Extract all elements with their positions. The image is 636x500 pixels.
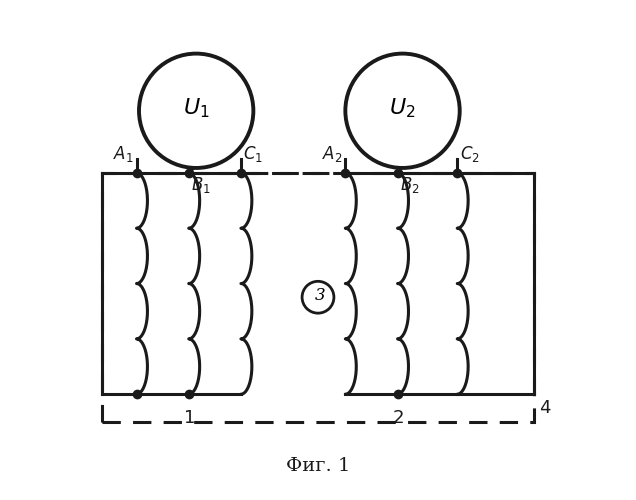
Text: $C_1$: $C_1$ xyxy=(244,144,263,164)
Bar xyxy=(102,173,534,422)
Text: $2$: $2$ xyxy=(392,409,403,427)
Circle shape xyxy=(302,282,334,313)
Circle shape xyxy=(345,54,460,168)
Text: $B_2$: $B_2$ xyxy=(400,176,420,196)
Text: $U_2$: $U_2$ xyxy=(389,96,416,120)
Text: $A_1$: $A_1$ xyxy=(113,144,134,164)
Text: $U_1$: $U_1$ xyxy=(183,96,209,120)
Text: 3: 3 xyxy=(315,287,326,304)
Text: $B_1$: $B_1$ xyxy=(191,176,211,196)
Text: $A_2$: $A_2$ xyxy=(322,144,343,164)
Circle shape xyxy=(139,54,253,168)
Text: Фиг. 1: Фиг. 1 xyxy=(286,458,350,475)
Text: $C_2$: $C_2$ xyxy=(460,144,480,164)
Text: $1$: $1$ xyxy=(183,409,195,427)
Text: $4$: $4$ xyxy=(539,398,551,416)
